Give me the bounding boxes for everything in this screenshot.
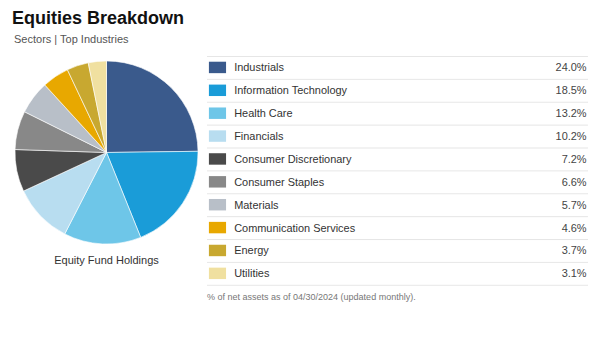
svg-text:Consumer Staples: Consumer Staples bbox=[234, 176, 325, 188]
svg-text:3.7%: 3.7% bbox=[562, 244, 587, 256]
svg-text:Industrials: Industrials bbox=[234, 61, 284, 73]
svg-text:4.6%: 4.6% bbox=[562, 222, 587, 234]
svg-text:Consumer Discretionary: Consumer Discretionary bbox=[234, 153, 352, 165]
svg-text:Materials: Materials bbox=[234, 199, 279, 211]
html-text:% of net assets as of 04/30/20: % of net assets as of 04/30/2024 (update… bbox=[207, 291, 416, 302]
html-text:Equity Fund Holdings: Equity Fund Holdings bbox=[54, 254, 159, 266]
svg-text:18.5%: 18.5% bbox=[556, 84, 587, 96]
svg-text:3.1%: 3.1% bbox=[562, 267, 587, 279]
html-text:Equities Breakdown: Equities Breakdown bbox=[12, 8, 184, 28]
svg-text:Financials: Financials bbox=[234, 130, 284, 142]
html-text:Sectors | Top Industries: Sectors | Top Industries bbox=[14, 33, 129, 45]
svg-text:Information Technology: Information Technology bbox=[234, 84, 347, 96]
svg-text:Energy: Energy bbox=[234, 244, 269, 256]
svg-text:Health Care: Health Care bbox=[234, 107, 292, 119]
svg-text:5.7%: 5.7% bbox=[562, 199, 587, 211]
svg-text:13.2%: 13.2% bbox=[556, 107, 587, 119]
svg-text:Communication Services: Communication Services bbox=[234, 222, 355, 234]
svg-text:7.2%: 7.2% bbox=[562, 153, 587, 165]
svg-text:Utilities: Utilities bbox=[234, 267, 270, 279]
svg-text:6.6%: 6.6% bbox=[562, 176, 587, 188]
svg-text:24.0%: 24.0% bbox=[556, 61, 587, 73]
svg-text:10.2%: 10.2% bbox=[556, 130, 587, 142]
